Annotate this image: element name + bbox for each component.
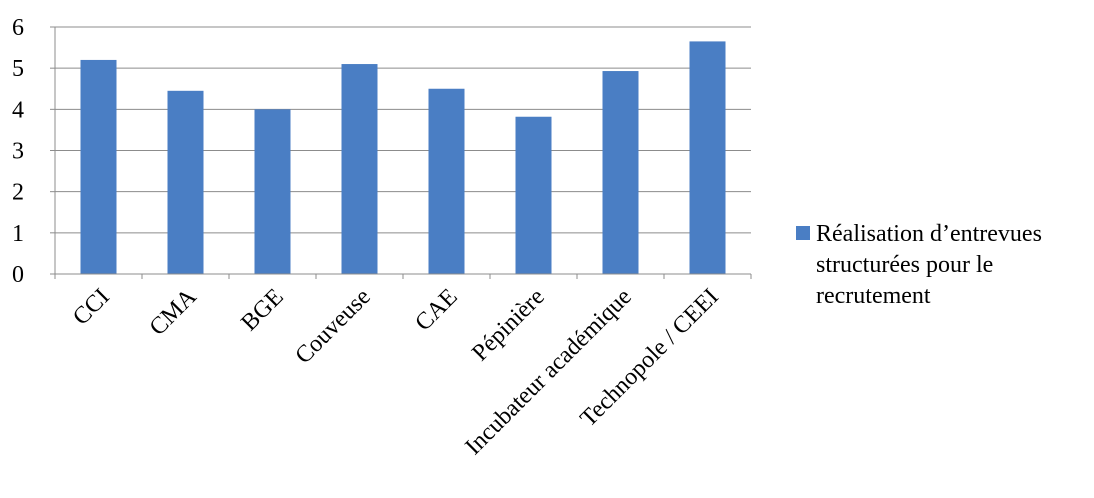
x-tick-label: CCI	[68, 284, 115, 331]
y-tick-label: 1	[12, 221, 24, 247]
x-tick-label: BGE	[236, 284, 288, 336]
y-tick-label: 0	[12, 262, 24, 288]
y-tick-label: 3	[12, 139, 24, 165]
legend-swatch	[796, 226, 810, 240]
bar	[254, 109, 291, 274]
bar	[341, 64, 378, 274]
x-tick-label: Incubateur académique	[461, 284, 637, 460]
bar	[80, 59, 117, 274]
y-tick-label: 2	[12, 180, 24, 206]
bar	[167, 90, 204, 274]
y-tick-label: 6	[12, 15, 24, 41]
legend-label: Réalisation d’entrevues structurées pour…	[816, 221, 1042, 309]
gridlines	[55, 26, 751, 234]
y-tick-label: 5	[12, 56, 24, 82]
x-tick-label: CAE	[410, 284, 462, 336]
bar	[602, 71, 639, 274]
x-axis-labels: CCI CMA BGE Couveuse CAE PépinièreIncubateur …	[54, 274, 752, 460]
bar	[515, 116, 552, 274]
bars	[80, 41, 726, 275]
bar	[689, 41, 726, 275]
x-tick-label: Couveuse	[290, 284, 375, 369]
y-axis-ticks: 0 1 2 3 4 5 6	[12, 15, 56, 288]
y-tick-label: 4	[12, 97, 24, 123]
bar	[428, 88, 465, 274]
x-tick-label: Pépinière	[467, 284, 549, 366]
x-tick-label: CMA	[145, 283, 203, 341]
